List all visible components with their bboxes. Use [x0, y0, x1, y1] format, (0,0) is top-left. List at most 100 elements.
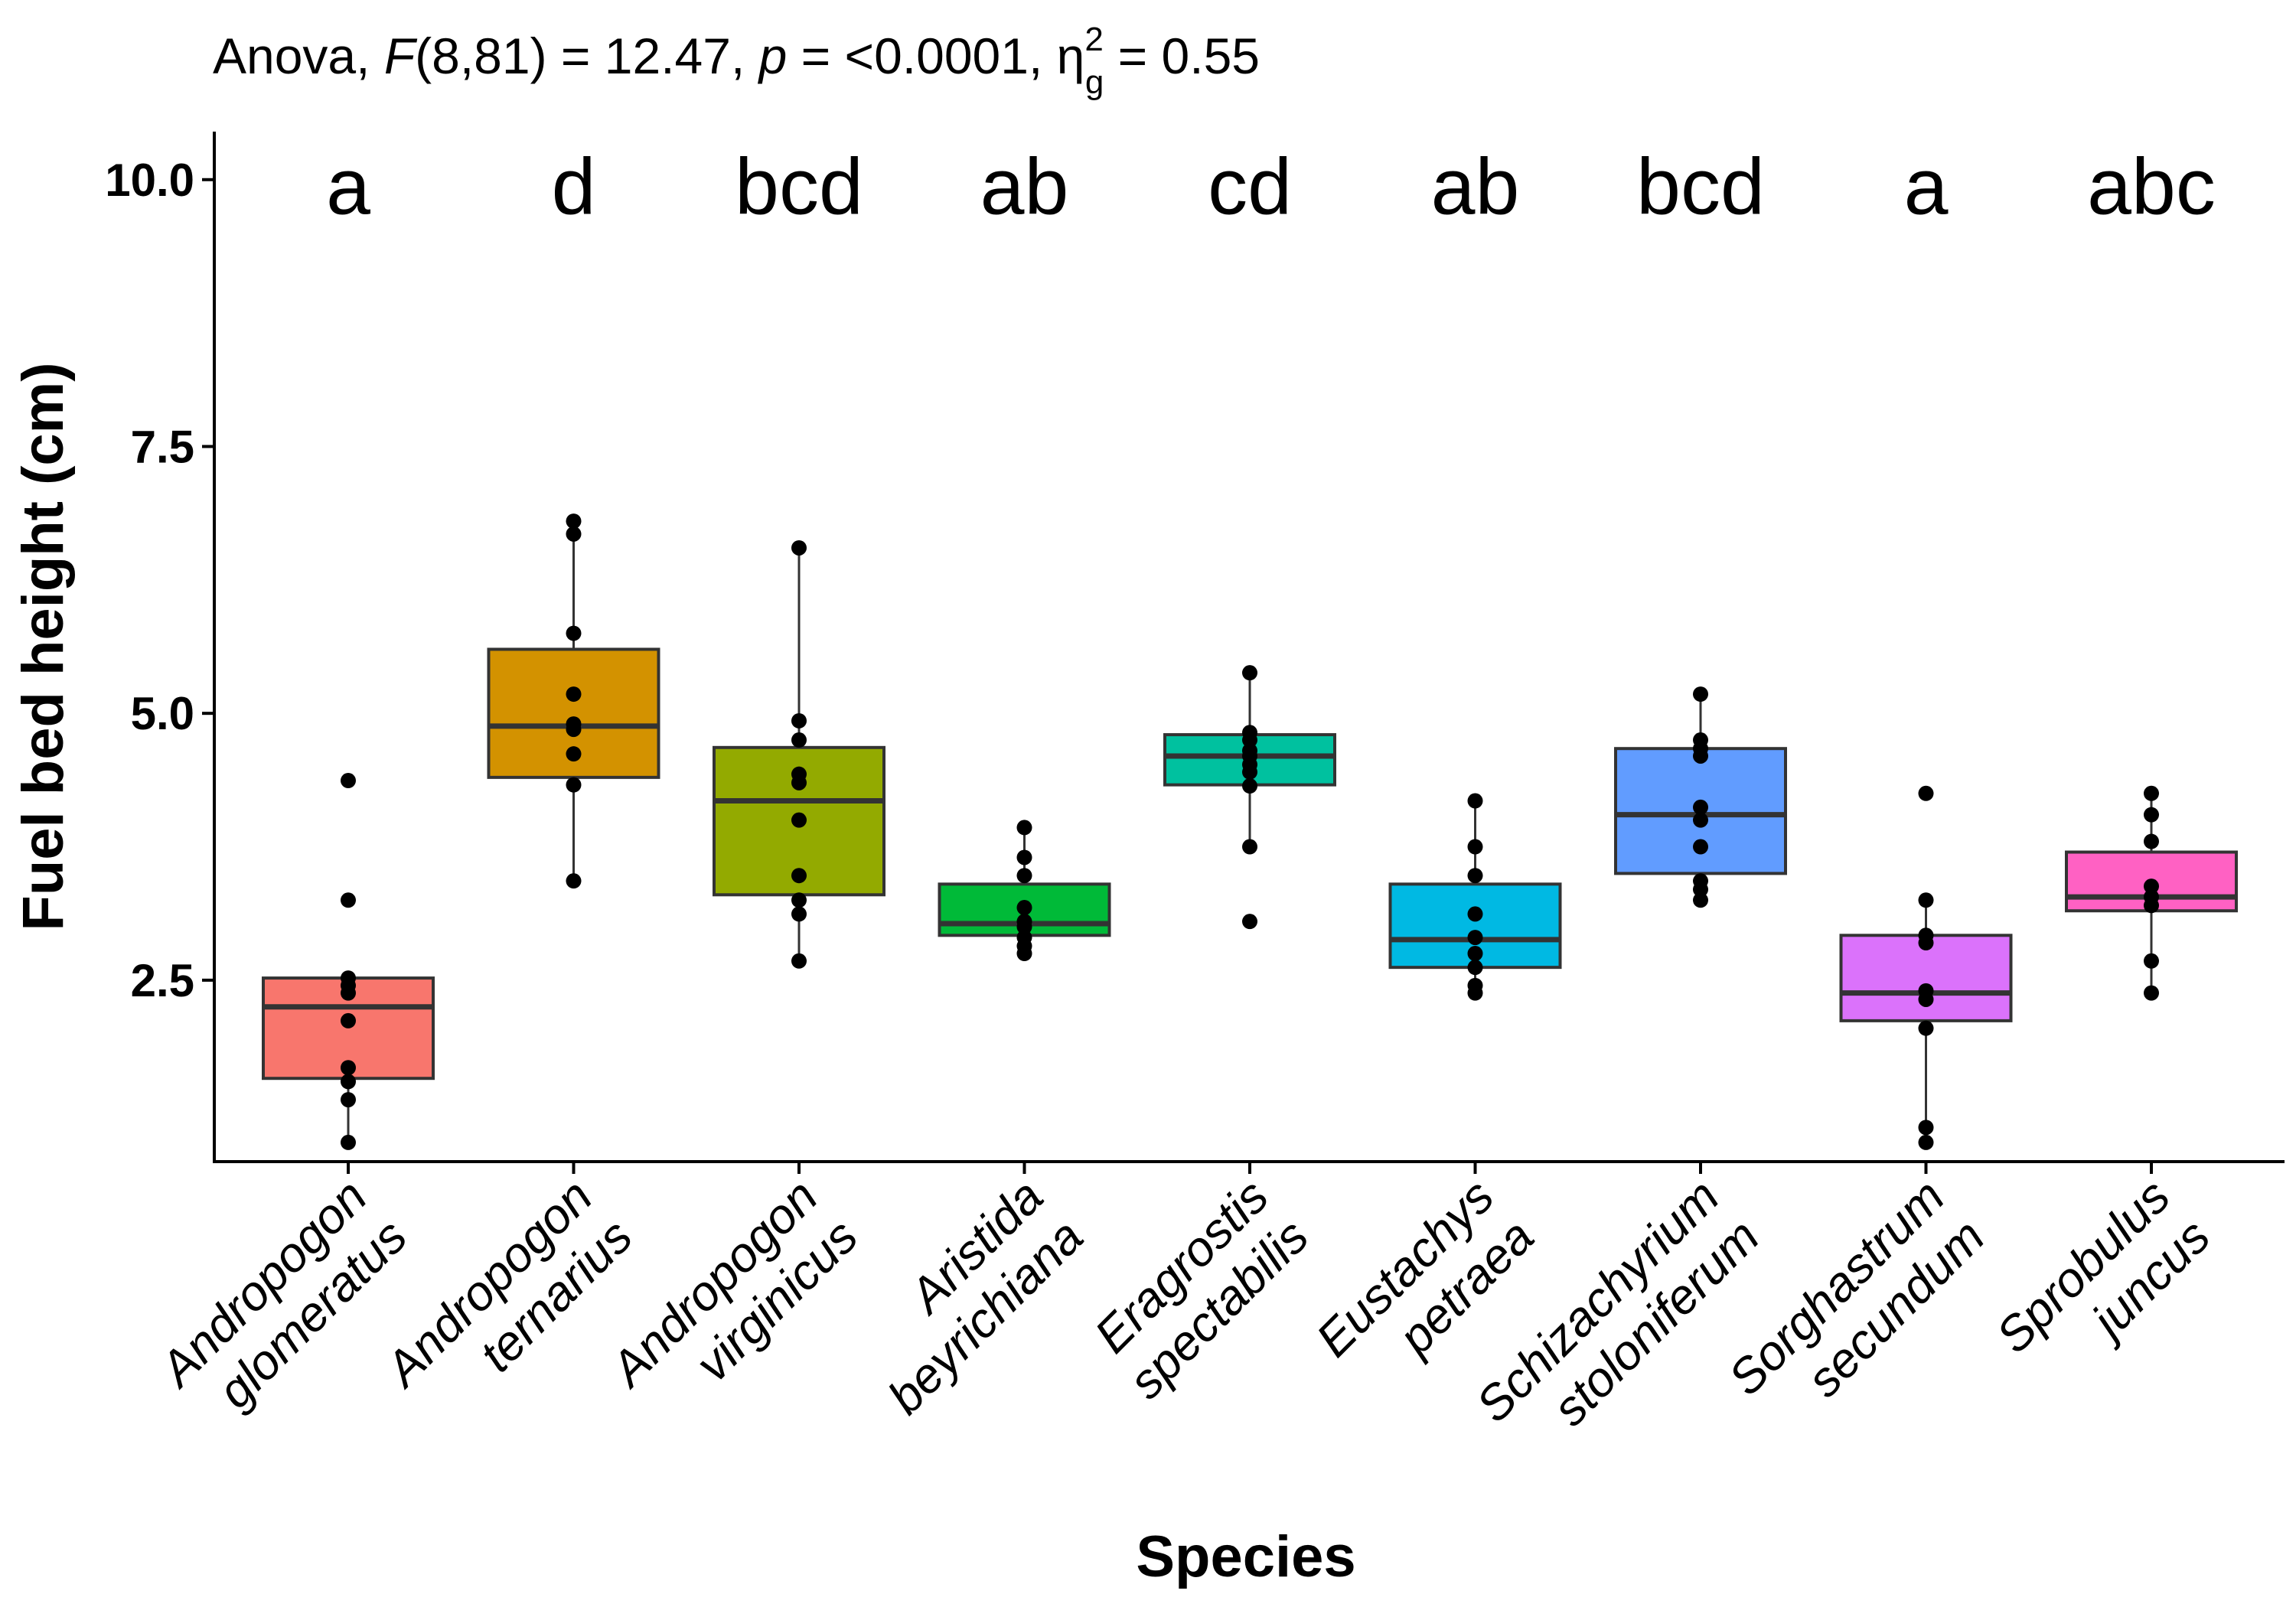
- data-point: [1016, 930, 1032, 946]
- chart-title: Anova, F(8,81) = 12.47, p = <0.0001, η2 g…: [213, 21, 1260, 101]
- y-tick-label: 2.5: [131, 955, 194, 1006]
- x-tick-label: Aristidabeyrichiana: [837, 1169, 1094, 1425]
- data-point: [1016, 900, 1032, 916]
- data-point: [1918, 892, 1934, 908]
- data-point: [566, 625, 582, 641]
- data-point: [791, 766, 807, 782]
- data-point: [1467, 839, 1483, 855]
- data-point: [1467, 930, 1483, 946]
- x-tick-label: Sprobulusjuncus: [1985, 1169, 2220, 1403]
- species-box-group: [1839, 785, 2013, 1150]
- data-point: [791, 539, 807, 556]
- data-point: [341, 970, 356, 986]
- y-tick-label: 10.0: [105, 155, 194, 206]
- data-point: [1693, 812, 1708, 828]
- data-point: [791, 812, 807, 828]
- data-point: [566, 746, 582, 762]
- data-point: [1693, 686, 1708, 702]
- data-point: [1242, 725, 1257, 741]
- data-point: [1693, 732, 1708, 748]
- data-point: [1467, 946, 1483, 962]
- data-point: [341, 1092, 356, 1108]
- plot-area: a d bcd ab cd ab bcd a abc: [262, 143, 2238, 1150]
- significance-letter: d: [552, 143, 596, 232]
- data-point: [1016, 914, 1032, 930]
- data-point: [1467, 868, 1483, 884]
- x-tick-label: Sorghastrumsecundum: [1717, 1169, 1994, 1446]
- x-tick-label: Schizachyriumstoloniferum: [1466, 1169, 1769, 1472]
- data-point: [1016, 820, 1032, 836]
- data-point: [791, 906, 807, 922]
- data-point: [1693, 839, 1708, 855]
- significance-letter: ab: [980, 143, 1069, 232]
- data-point: [1467, 960, 1483, 976]
- significance-letter: ab: [1431, 143, 1520, 232]
- species-box-group: [1614, 686, 1787, 908]
- species-box-group: [1163, 665, 1336, 930]
- data-point: [2144, 985, 2159, 1001]
- x-axis-title: Species: [1136, 1524, 1355, 1589]
- data-point: [1016, 849, 1032, 865]
- data-point: [1467, 906, 1483, 922]
- data-point: [2144, 878, 2159, 895]
- significance-letter: cd: [1208, 143, 1292, 232]
- data-point: [566, 513, 582, 530]
- species-box-group: [487, 513, 660, 889]
- species-box-group: [262, 773, 435, 1150]
- data-point: [791, 953, 807, 969]
- significance-letter: bcd: [1636, 143, 1765, 232]
- species-box-group: [713, 539, 885, 969]
- data-point: [1918, 1120, 1934, 1136]
- x-tick-label: Andropogonvirginicus: [598, 1169, 869, 1439]
- significance-letter: abc: [2087, 143, 2216, 232]
- data-point: [2144, 807, 2159, 823]
- data-point: [566, 686, 582, 702]
- data-point: [1467, 793, 1483, 809]
- data-point: [2144, 953, 2159, 969]
- x-tick-label: Eragrostisspectabilis: [1078, 1169, 1319, 1410]
- y-tick-label: 5.0: [131, 688, 194, 739]
- significance-letter: a: [1904, 143, 1949, 232]
- data-point: [341, 773, 356, 789]
- data-point: [791, 712, 807, 729]
- data-point: [341, 1134, 356, 1150]
- data-point: [1918, 785, 1934, 801]
- data-point: [1918, 927, 1934, 944]
- data-point: [2144, 785, 2159, 801]
- x-axis: AndropogonglomeratusAndropogonternariusA…: [148, 1160, 2285, 1472]
- data-point: [341, 1012, 356, 1028]
- x-tick-label: Andropogonternarius: [373, 1169, 643, 1439]
- y-axis: 2.5 5.0 7.5 10.0: [105, 132, 216, 1162]
- species-box-group: [2065, 785, 2238, 1001]
- data-point: [1693, 799, 1708, 815]
- data-point: [2144, 889, 2159, 905]
- y-axis-title: Fuel bed height (cm): [11, 362, 76, 931]
- species-box-group: [938, 820, 1111, 962]
- data-point: [1242, 665, 1257, 681]
- data-point: [566, 873, 582, 889]
- data-point: [2144, 833, 2159, 849]
- species-box-group: [1388, 793, 1562, 1001]
- data-point: [1242, 778, 1257, 794]
- data-point: [791, 868, 807, 884]
- data-point: [566, 526, 582, 542]
- data-point: [1242, 914, 1257, 930]
- x-tick-label: Andropogonglomeratus: [148, 1169, 418, 1439]
- data-point: [1242, 839, 1257, 855]
- data-point: [791, 732, 807, 748]
- data-point: [1918, 983, 1934, 999]
- data-point: [1016, 868, 1032, 884]
- significance-letter: bcd: [735, 143, 863, 232]
- data-point: [566, 777, 582, 793]
- data-point: [341, 1060, 356, 1076]
- data-point: [1918, 1134, 1934, 1150]
- data-point: [1467, 977, 1483, 993]
- data-point: [1693, 873, 1708, 889]
- data-point: [341, 1074, 356, 1090]
- data-point: [1242, 742, 1257, 758]
- data-point: [1918, 1020, 1934, 1036]
- significance-letter: a: [326, 143, 370, 232]
- data-point: [566, 716, 582, 732]
- data-point: [341, 892, 356, 908]
